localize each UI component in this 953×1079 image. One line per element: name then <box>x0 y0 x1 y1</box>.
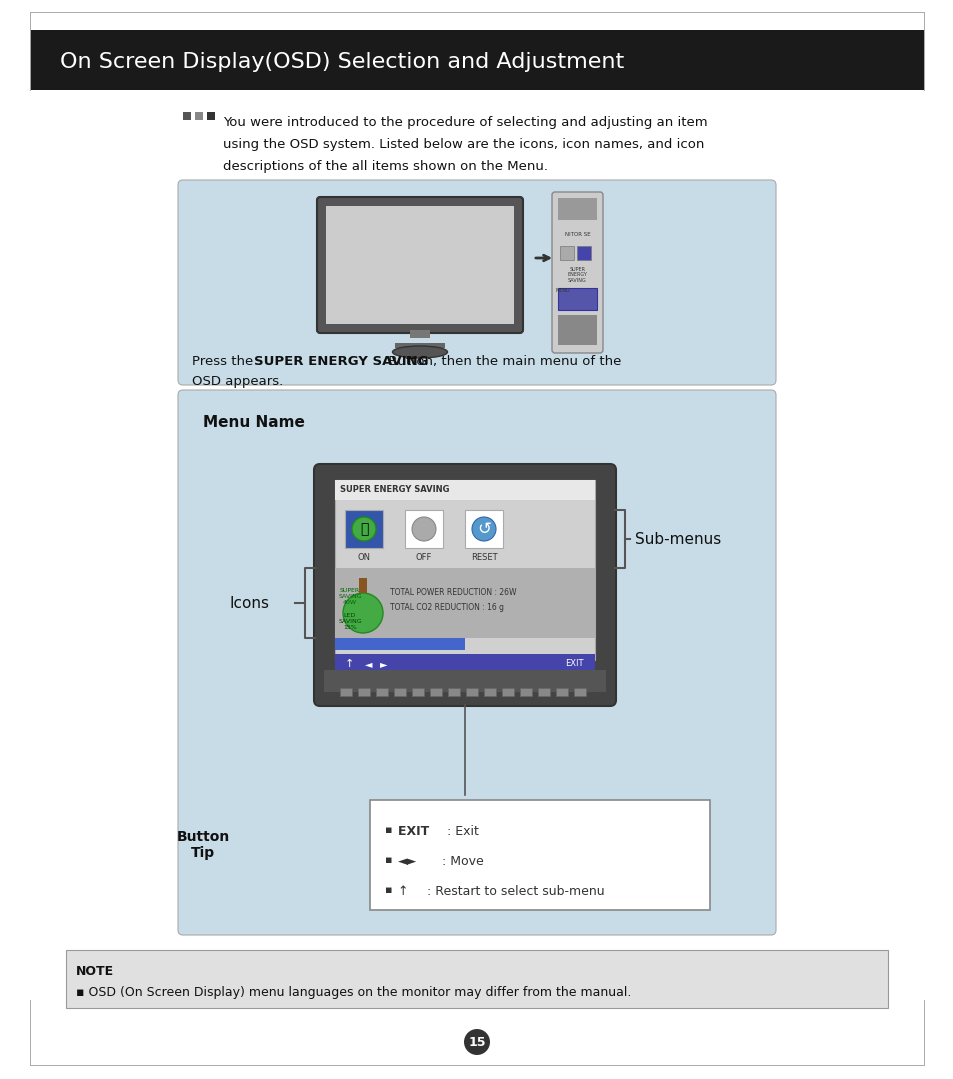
Text: Menu Name: Menu Name <box>203 415 305 431</box>
Text: : Exit: : Exit <box>442 825 478 838</box>
Text: ▪: ▪ <box>385 855 392 865</box>
Bar <box>326 206 514 324</box>
Text: ON: ON <box>357 554 370 562</box>
Text: Button
Tip: Button Tip <box>176 830 230 860</box>
Bar <box>345 510 382 548</box>
Bar <box>335 638 464 650</box>
Bar <box>412 688 423 696</box>
Text: TOTAL POWER REDUCTION : 26W: TOTAL POWER REDUCTION : 26W <box>390 588 516 597</box>
FancyBboxPatch shape <box>178 180 775 385</box>
Circle shape <box>576 317 583 325</box>
FancyBboxPatch shape <box>30 30 923 90</box>
Text: SUPER
ENERGY
SAVING: SUPER ENERGY SAVING <box>567 267 587 284</box>
Bar <box>395 343 444 349</box>
Circle shape <box>343 593 382 633</box>
Bar <box>558 288 597 310</box>
Text: ▪ OSD (On Screen Display) menu languages on the monitor may differ from the manu: ▪ OSD (On Screen Display) menu languages… <box>76 986 631 999</box>
Bar <box>558 199 597 220</box>
Text: NITOR SE: NITOR SE <box>564 232 590 237</box>
Bar <box>183 112 191 120</box>
Bar <box>559 246 574 260</box>
Bar <box>519 688 532 696</box>
Bar <box>394 688 406 696</box>
Bar <box>448 688 459 696</box>
Text: NOTE: NOTE <box>76 965 114 978</box>
Bar <box>335 654 595 674</box>
Bar <box>335 480 595 500</box>
Bar <box>207 112 214 120</box>
Bar <box>335 480 595 660</box>
Text: ◄: ◄ <box>365 659 372 669</box>
Text: SUPER ENERGY SAVING: SUPER ENERGY SAVING <box>253 355 428 368</box>
Bar <box>324 670 605 692</box>
Bar <box>339 688 352 696</box>
Ellipse shape <box>392 346 447 358</box>
Circle shape <box>412 517 436 541</box>
Bar <box>405 510 442 548</box>
Bar <box>358 578 367 593</box>
Text: ▪: ▪ <box>385 885 392 894</box>
Text: SUPER
SAVING
40W: SUPER SAVING 40W <box>337 588 361 604</box>
Text: TOTAL CO2 REDUCTION : 16 g: TOTAL CO2 REDUCTION : 16 g <box>390 603 503 612</box>
Bar <box>577 246 590 260</box>
Text: ▪: ▪ <box>385 825 392 835</box>
Text: using the OSD system. Listed below are the icons, icon names, and icon: using the OSD system. Listed below are t… <box>223 138 703 151</box>
Text: LED
SAVING
15%: LED SAVING 15% <box>337 613 361 630</box>
Bar <box>483 688 496 696</box>
Text: OSD appears.: OSD appears. <box>192 375 283 388</box>
Text: OFF: OFF <box>416 554 432 562</box>
FancyBboxPatch shape <box>552 192 602 353</box>
Text: : Move: : Move <box>437 855 483 868</box>
Bar <box>430 688 441 696</box>
Text: ↑: ↑ <box>345 659 354 669</box>
Bar <box>375 688 388 696</box>
Text: EXIT: EXIT <box>397 825 434 838</box>
Circle shape <box>463 1029 490 1055</box>
Text: 15: 15 <box>468 1036 485 1049</box>
Bar <box>558 315 597 345</box>
Bar <box>537 688 550 696</box>
Bar <box>194 112 203 120</box>
Text: Sub-menus: Sub-menus <box>635 532 720 546</box>
Circle shape <box>472 517 496 541</box>
Text: Button, then the main menu of the: Button, then the main menu of the <box>384 355 620 368</box>
Bar <box>335 568 595 638</box>
Text: ↺: ↺ <box>476 520 491 538</box>
Text: ↑: ↑ <box>397 885 412 898</box>
Circle shape <box>560 317 568 325</box>
Text: : Restart to select sub-menu: : Restart to select sub-menu <box>422 885 604 898</box>
FancyBboxPatch shape <box>178 390 775 935</box>
Bar <box>410 330 430 338</box>
Text: RESET: RESET <box>470 554 497 562</box>
FancyBboxPatch shape <box>316 197 522 333</box>
Bar <box>501 688 514 696</box>
Text: You were introduced to the procedure of selecting and adjusting an item: You were introduced to the procedure of … <box>223 117 707 129</box>
Bar <box>556 688 567 696</box>
Bar <box>574 688 585 696</box>
Text: MENU: MENU <box>555 287 570 292</box>
Text: 🌿: 🌿 <box>359 522 368 536</box>
Text: On Screen Display(OSD) Selection and Adjustment: On Screen Display(OSD) Selection and Adj… <box>60 52 623 72</box>
Text: Icons: Icons <box>230 596 270 611</box>
Text: SUPER ENERGY SAVING: SUPER ENERGY SAVING <box>339 486 449 494</box>
Bar <box>464 510 502 548</box>
Circle shape <box>352 517 375 541</box>
Bar <box>66 950 887 1008</box>
Text: descriptions of the all items shown on the Menu.: descriptions of the all items shown on t… <box>223 160 547 173</box>
FancyBboxPatch shape <box>370 800 709 910</box>
Text: ►: ► <box>379 659 387 669</box>
Text: EXIT: EXIT <box>564 659 583 669</box>
Text: ◄►: ◄► <box>397 855 416 868</box>
FancyBboxPatch shape <box>314 464 616 706</box>
Bar <box>357 688 370 696</box>
Bar <box>465 688 477 696</box>
Text: Press the: Press the <box>192 355 257 368</box>
